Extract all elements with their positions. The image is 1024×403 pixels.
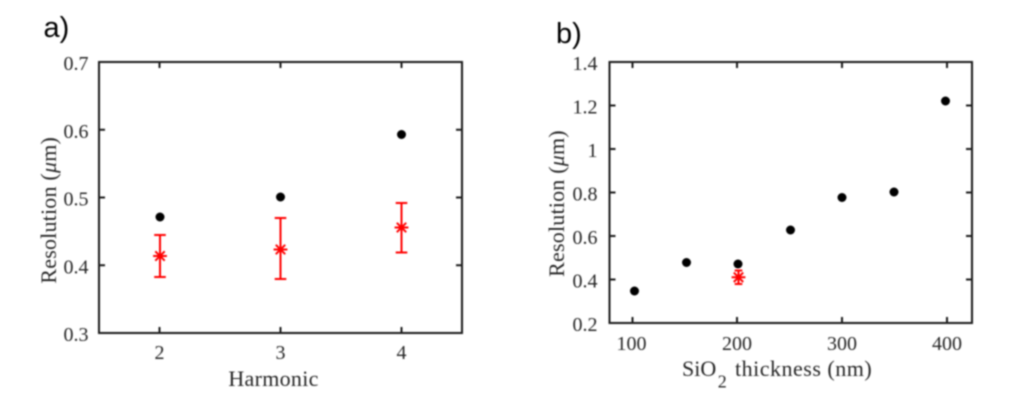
svg-text:200: 200 [722, 333, 752, 355]
svg-text:1.2: 1.2 [573, 97, 598, 119]
svg-text:100: 100 [617, 333, 647, 355]
svg-text:Resolution (μm): Resolution (μm) [544, 130, 569, 277]
svg-text:3: 3 [276, 342, 286, 364]
svg-text:Resolution (μm): Resolution (μm) [36, 137, 61, 284]
svg-text:4: 4 [397, 342, 407, 364]
svg-text:300: 300 [827, 333, 857, 355]
svg-text:400: 400 [932, 333, 962, 355]
svg-text:1.4: 1.4 [573, 53, 598, 75]
svg-text:0.3: 0.3 [64, 324, 89, 346]
svg-text:0.7: 0.7 [64, 53, 89, 75]
svg-text:SiO2thickness (nm): SiO2thickness (nm) [682, 356, 872, 392]
svg-text:0.5: 0.5 [64, 189, 89, 211]
svg-text:2: 2 [155, 342, 165, 364]
svg-text:0.4: 0.4 [64, 256, 89, 278]
svg-text:a): a) [44, 12, 70, 44]
svg-text:0.6: 0.6 [64, 121, 89, 143]
svg-text:1: 1 [588, 140, 598, 162]
svg-text:Harmonic: Harmonic [228, 366, 318, 391]
svg-text:0.6: 0.6 [573, 227, 598, 249]
svg-text:b): b) [556, 18, 582, 50]
svg-text:0.8: 0.8 [573, 184, 598, 206]
svg-text:0.2: 0.2 [573, 314, 598, 336]
svg-text:0.4: 0.4 [573, 271, 598, 293]
